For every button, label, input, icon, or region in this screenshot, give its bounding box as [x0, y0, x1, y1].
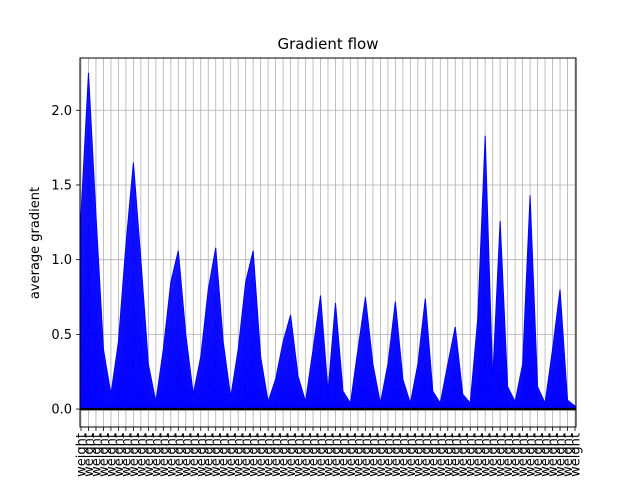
x-tick-label: weight: [202, 433, 217, 477]
x-tick-label: weight: [187, 433, 202, 477]
x-tick-label: weight: [104, 433, 119, 477]
x-tick-label: weight: [374, 433, 389, 477]
y-ticks: 0.0 0.5 1.0 1.5 2.0: [51, 104, 80, 418]
x-tick-label: weight: [254, 433, 269, 477]
x-tick-label: weight: [479, 433, 494, 477]
x-tick-label: weight: [82, 433, 97, 477]
y-tick-label: 1.5: [51, 178, 72, 193]
x-tick-label: weight: [531, 433, 546, 477]
x-tick-label: weight: [292, 433, 307, 477]
x-tick-label: weight: [209, 433, 224, 477]
x-tick-label: weight: [524, 433, 539, 477]
x-tick-label: weight: [314, 433, 329, 477]
x-tick-label: weight: [284, 433, 299, 477]
x-tick-label: weight: [194, 433, 209, 477]
x-tick-label: weight: [277, 433, 292, 477]
x-tick-label: weight: [172, 433, 187, 477]
x-tick-label: weight: [97, 433, 112, 477]
x-tick-label: weight: [381, 433, 396, 477]
x-tick-label: weight: [142, 433, 157, 477]
x-tick-label: weight: [217, 433, 232, 477]
x-tick-label: weight: [247, 433, 262, 477]
gradient-area-layer: [80, 123, 576, 410]
gradient-area-layer: [80, 267, 576, 410]
x-tick-label: weight: [351, 433, 366, 477]
gradient-area-layer: [80, 224, 576, 410]
x-tick-label: weight: [127, 433, 142, 477]
gradient-area-layer: [80, 339, 576, 410]
x-tick-label: weight: [344, 433, 359, 477]
y-tick-label: 1.0: [51, 253, 72, 268]
x-tick-label: weight: [396, 433, 411, 477]
x-ticks: weightweightweightweightweightweightweig…: [75, 427, 584, 477]
x-tick-label: weight: [299, 433, 314, 477]
x-tick-label: weight: [464, 433, 479, 477]
x-tick-label: weight: [569, 433, 584, 477]
x-tick-label: weight: [366, 433, 381, 477]
x-tick-label: weight: [164, 433, 179, 477]
x-tick-label: weight: [239, 433, 254, 477]
x-tick-label: weight: [539, 433, 554, 477]
x-tick-label: weight: [389, 433, 404, 477]
x-tick-label: weight: [426, 433, 441, 477]
x-tick-label: weight: [359, 433, 374, 477]
x-tick-label: weight: [89, 433, 104, 477]
x-tick-label: weight: [232, 433, 247, 477]
y-tick-label: 0.5: [51, 328, 72, 343]
gradient-area-layer: [80, 72, 576, 410]
gradient-area-layer: [80, 388, 576, 410]
x-tick-label: weight: [262, 433, 277, 477]
x-tick-label: weight: [516, 433, 531, 477]
x-tick-label: weight: [149, 433, 164, 477]
y-axis-label: average gradient: [28, 187, 43, 299]
x-tick-label: weight: [179, 433, 194, 477]
x-tick-label: weight: [307, 433, 322, 477]
x-tick-label: weight: [269, 433, 284, 477]
gradient-area-layer: [80, 173, 576, 410]
chart-title: Gradient flow: [278, 35, 379, 53]
x-tick-label: weight: [501, 433, 516, 477]
x-tick-label: weight: [449, 433, 464, 477]
x-tick-label: weight: [441, 433, 456, 477]
y-tick-label: 2.0: [51, 104, 72, 119]
x-tick-label: weight: [456, 433, 471, 477]
x-tick-label: weight: [494, 433, 509, 477]
x-tick-label: weight: [509, 433, 524, 477]
x-tick-label: weight: [329, 433, 344, 477]
x-tick-label: weight: [419, 433, 434, 477]
x-tick-label: weight: [411, 433, 426, 477]
x-tick-label: weight: [561, 433, 576, 477]
x-tick-label: weight: [112, 433, 127, 477]
x-tick-label: weight: [336, 433, 351, 477]
x-tick-label: weight: [75, 433, 90, 477]
x-tick-label: weight: [322, 433, 337, 477]
x-tick-label: weight: [471, 433, 486, 477]
area-layer: [80, 72, 576, 411]
gradient-area-layer: [80, 308, 576, 410]
x-tick-label: weight: [134, 433, 149, 477]
x-tick-label: weight: [434, 433, 449, 477]
x-tick-label: weight: [486, 433, 501, 477]
x-tick-label: weight: [224, 433, 239, 477]
gradient-area-layer: [80, 367, 576, 410]
x-tick-label: weight: [404, 433, 419, 477]
y-tick-label: 0.0: [51, 403, 72, 418]
x-tick-label: weight: [119, 433, 134, 477]
x-tick-label: weight: [157, 433, 172, 477]
x-tick-label: weight: [546, 433, 561, 477]
x-tick-label: weight: [554, 433, 569, 477]
